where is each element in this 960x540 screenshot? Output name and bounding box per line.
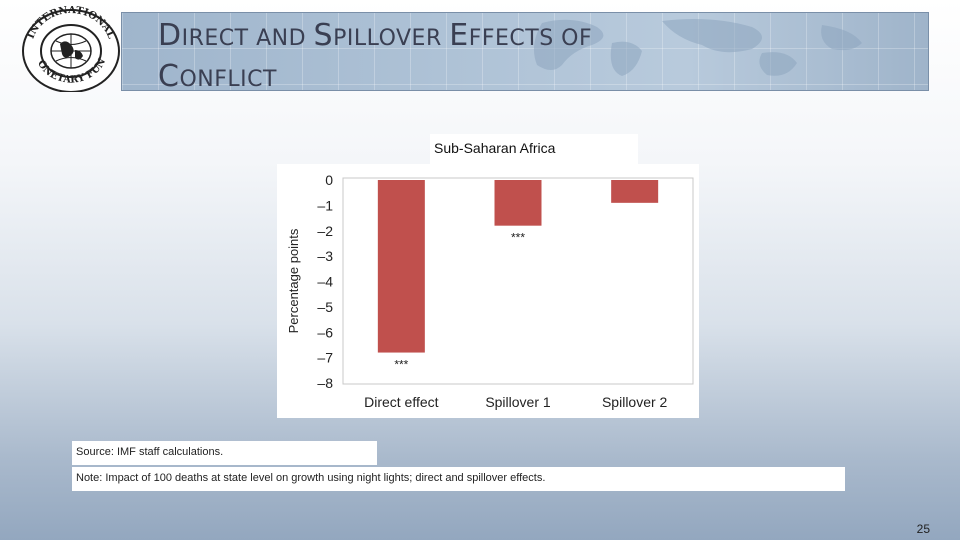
bar-spillover-1 [494,180,542,226]
y-tick-label: –3 [317,248,333,264]
y-tick-label: –8 [317,375,333,391]
y-axis-label: Percentage points [286,228,301,333]
bar-direct-effect [377,180,425,353]
title-banner: DIRECT AND SPILLOVER EFFECTS OF CONFLICT [121,12,929,91]
source-box: Source: IMF staff calculations. [72,441,377,465]
y-tick-label: 0 [325,172,333,188]
slide-title: DIRECT AND SPILLOVER EFFECTS OF CONFLICT [158,18,593,91]
y-tick-label: –4 [317,274,333,290]
y-tick-label: –5 [317,299,333,315]
world-map-background [533,19,862,76]
plot-frame [342,177,694,385]
y-tick-label: –6 [317,324,333,340]
x-tick-label: Spillover 2 [602,394,668,410]
significance-label: *** [394,358,408,372]
x-tick-label: Spillover 1 [485,394,551,410]
bar-spillover-2 [611,180,659,203]
chart-title-box: Sub-Saharan Africa [430,134,638,164]
y-tick-label: –1 [317,197,333,213]
y-tick-label: –2 [317,223,333,239]
note-text: Note: Impact of 100 deaths at state leve… [76,472,546,484]
source-text: Source: IMF staff calculations. [76,446,224,458]
x-tick-label: Direct effect [364,394,439,410]
bar-chart: Percentage points 0 –1 –2 –3 –4 –5 –6 –7 –8 *** *… [286,172,694,410]
chart-panel: Percentage points 0 –1 –2 –3 –4 –5 –6 –7 –8 *** *… [277,164,699,418]
note-box: Note: Impact of 100 deaths at state leve… [72,467,845,491]
y-tick-label: –7 [317,350,333,366]
chart-title: Sub-Saharan Africa [434,140,556,156]
banner-grid [122,13,928,90]
page-number: 25 [916,522,930,536]
significance-label: *** [511,231,525,245]
